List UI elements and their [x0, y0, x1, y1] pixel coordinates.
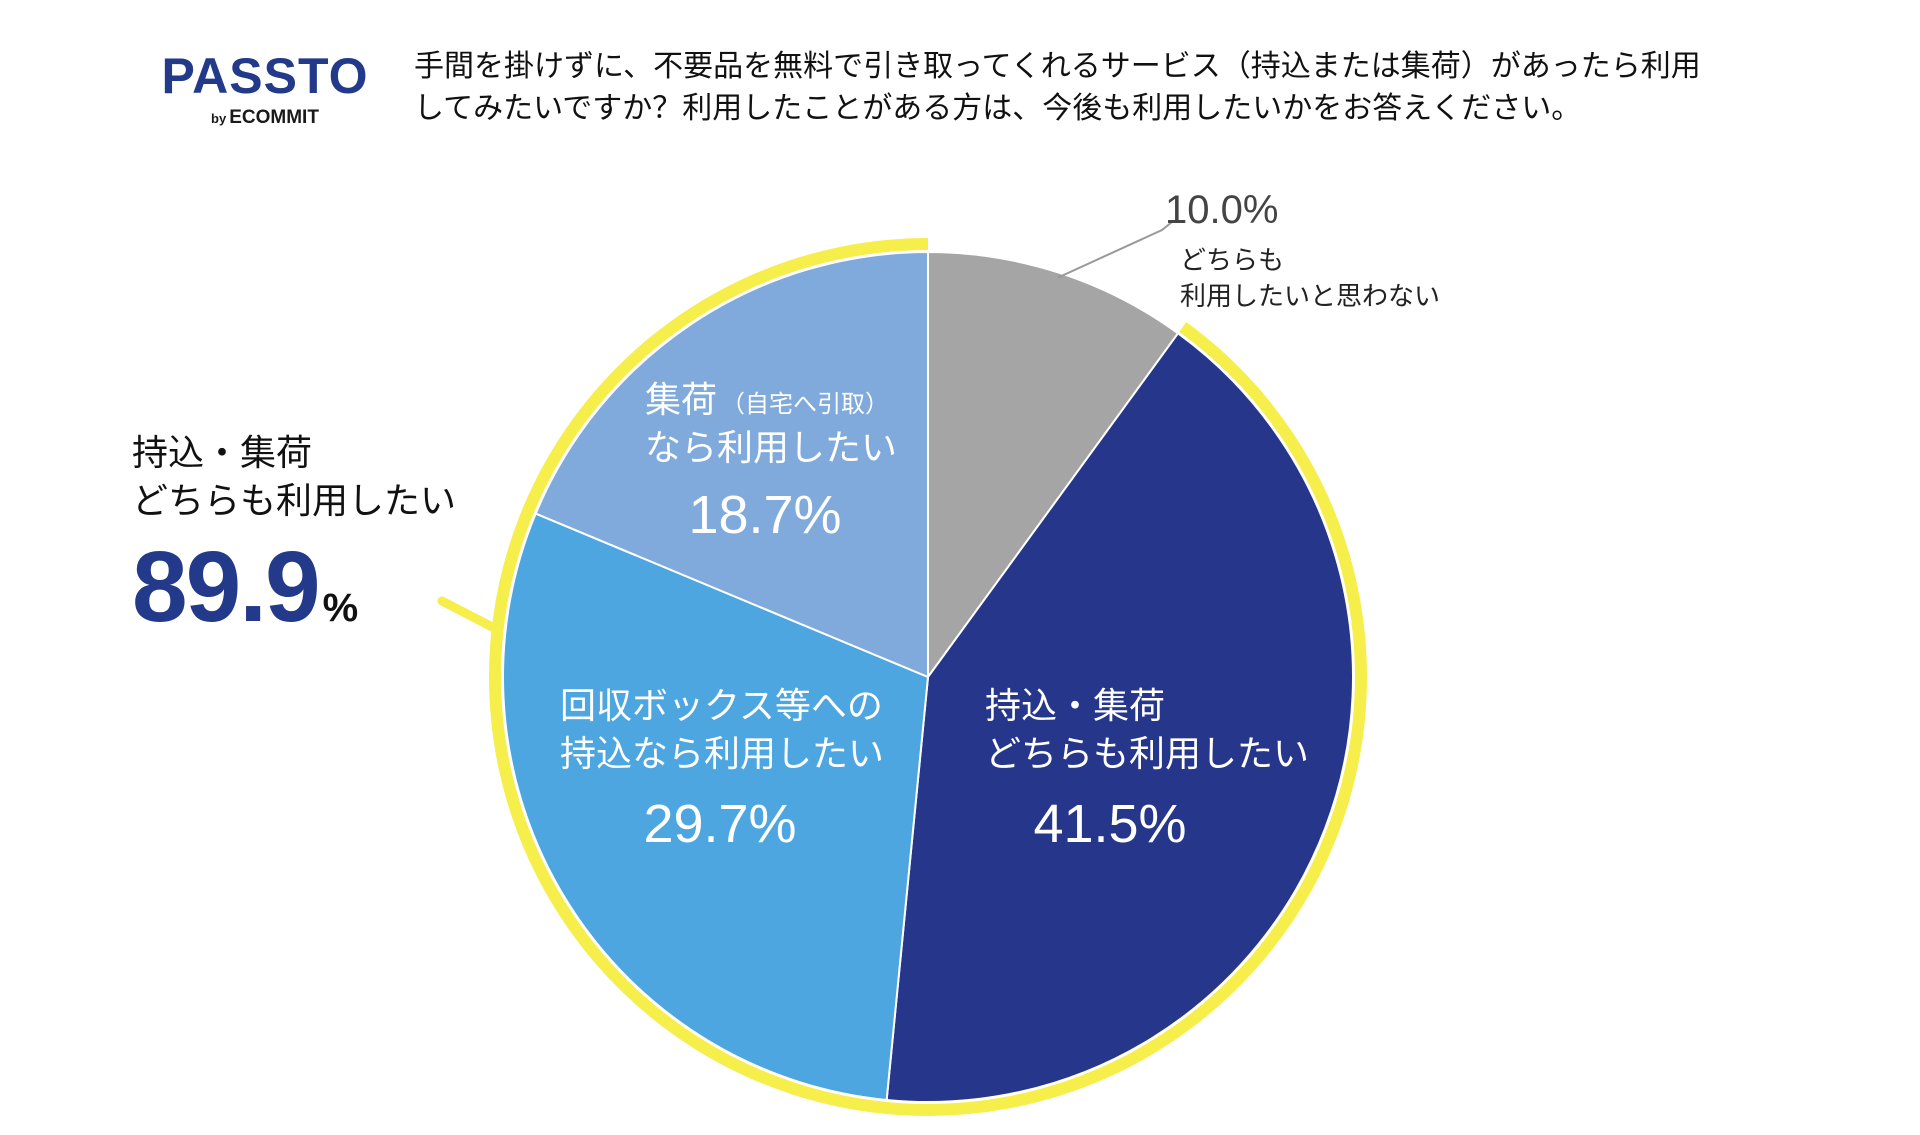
slice-label-note: （自宅へ引取） [721, 390, 889, 418]
slice-value-label-4: 18.7% [688, 485, 841, 545]
slice-label-line: 回収ボックス等への [560, 686, 883, 727]
pie-slice-4 [534, 250, 929, 679]
total-callout: 持込・集荷 どちらも利用したい 89.9% [132, 430, 456, 671]
logo-by: by [211, 111, 227, 126]
pie-slice-2 [885, 331, 1354, 1103]
slice-label-3: 回収ボックス等への持込なら利用したい [560, 686, 884, 775]
slice-label-4: 集荷 （自宅へ引取） なら利用したい [645, 380, 897, 469]
passto-logo: PASSTO by ECOMMIT [160, 48, 370, 131]
slice-label-line: どちらも [1180, 246, 1284, 276]
callout-unit: % [322, 586, 359, 630]
survey-question: 手間を掛けずに、不要品を無料で引き取ってくれるサービス（持込または集荷）があった… [414, 46, 1894, 130]
slice-label-line: 利用したいと思わない [1180, 282, 1440, 312]
slice-label-line: なら利用したい [645, 428, 897, 469]
slice-label-line: 集荷 [645, 380, 717, 421]
callout-value: 89.9 [132, 531, 321, 643]
highlight-ring [489, 238, 1367, 1116]
pie-slice-1 [927, 250, 1180, 681]
slice-label-line: どちらも利用したい [985, 734, 1309, 775]
slice-value-label-1: 10.0% [1165, 188, 1278, 232]
logo-brand: PASSTO [161, 48, 369, 104]
callout-value-row: 89.9% [132, 532, 456, 671]
callout-connector-line [437, 596, 501, 634]
slice-label-2: 持込・集荷どちらも利用したい [985, 686, 1309, 775]
pie-slice-3 [502, 512, 930, 1102]
question-line-2: してみたいですか？利用したことがある方は、今後も利用したいかをお答えください。 [414, 91, 1582, 126]
question-line-1: 手間を掛けずに、不要品を無料で引き取ってくれるサービス（持込または集荷）があった… [414, 49, 1701, 84]
slice-label-1: どちらも利用したいと思わない [1180, 246, 1440, 312]
slice-value-label-3: 29.7% [643, 794, 796, 854]
logo-company: by ECOMMIT [160, 106, 370, 131]
slice-label-line: 持込なら利用したい [560, 734, 884, 775]
callout-label-line-2: どちらも利用したい [132, 481, 457, 522]
leader-line [1057, 221, 1173, 279]
slice-value-label-2: 41.5% [1033, 794, 1186, 854]
logo-company-name: ECOMMIT [229, 107, 319, 128]
slice-label-line: 持込・集荷 [985, 686, 1165, 727]
callout-label-line-1: 持込・集荷 [132, 433, 313, 474]
